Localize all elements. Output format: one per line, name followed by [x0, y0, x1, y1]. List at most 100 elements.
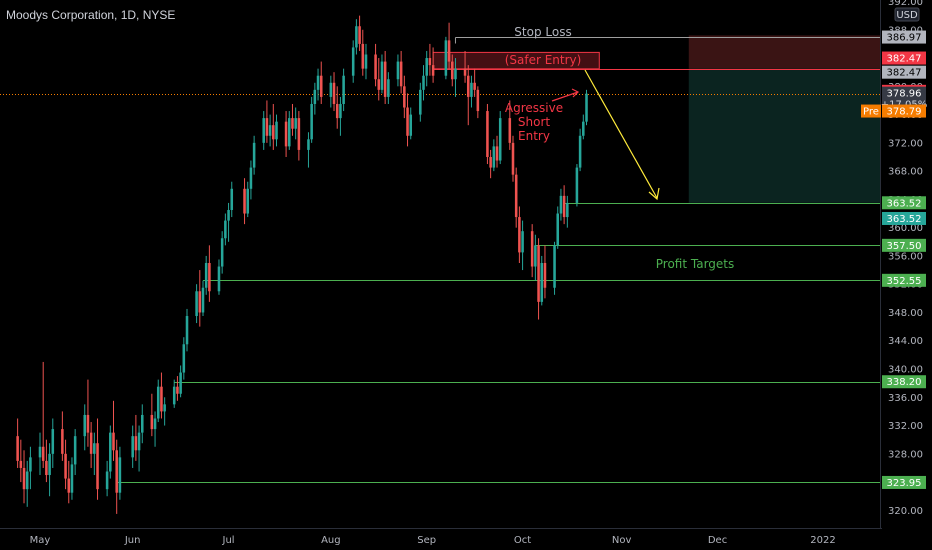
- candle-body: [275, 121, 278, 140]
- candle-body: [230, 188, 234, 210]
- y-tick-label: 336.00: [888, 393, 923, 404]
- candle-body: [291, 118, 294, 129]
- y-tick-label: 344.00: [888, 336, 923, 347]
- candle-body: [134, 436, 138, 451]
- price-tag-label: 363.52: [887, 198, 922, 209]
- candle-body: [96, 443, 99, 490]
- candle-body: [41, 446, 45, 461]
- currency-badge-label: USD: [896, 10, 918, 21]
- candle-body: [335, 103, 339, 119]
- candle-body: [109, 432, 112, 472]
- candle-body: [217, 266, 221, 292]
- y-tick-label: 372.00: [888, 138, 923, 149]
- x-tick-label: Jul: [222, 535, 235, 546]
- candle-body: [553, 245, 556, 288]
- price-tag: [882, 238, 926, 252]
- candle-body: [399, 61, 403, 87]
- candle-body: [268, 125, 272, 136]
- candle-body: [518, 217, 521, 253]
- candle-body: [294, 118, 297, 129]
- candle-body: [380, 61, 384, 90]
- candle-body: [575, 167, 579, 203]
- candle-body: [409, 114, 413, 136]
- candle-body: [473, 82, 476, 90]
- candle-body: [403, 86, 406, 108]
- candle-body: [537, 245, 540, 302]
- currency-badge: [894, 7, 920, 22]
- candle-body: [288, 118, 291, 147]
- price-tag-label: 352.55: [887, 276, 922, 287]
- candle-body: [220, 238, 224, 267]
- candle-body: [208, 263, 211, 292]
- candle-body: [387, 79, 390, 97]
- x-tick-label: Oct: [514, 535, 531, 546]
- candle-body: [185, 316, 189, 345]
- candle-body: [64, 453, 67, 479]
- aggressive-entry-arrow: [551, 88, 580, 102]
- candle-body: [29, 457, 32, 472]
- price-tag-label: 323.95: [887, 478, 922, 489]
- candle-body: [179, 372, 182, 394]
- candle-body: [396, 61, 400, 80]
- candle-body: [444, 40, 448, 76]
- candle-body: [431, 65, 435, 76]
- candle-body: [227, 209, 230, 221]
- candle-body: [70, 464, 74, 493]
- candle-body: [272, 125, 275, 140]
- candle-body: [543, 263, 547, 288]
- candle-body: [358, 26, 361, 44]
- candle-body: [454, 68, 457, 80]
- candle-body: [463, 68, 467, 76]
- x-tick-label: 2022: [810, 535, 835, 546]
- price-tag: [882, 475, 926, 489]
- candle-body: [284, 121, 288, 147]
- safer-entry-label: (Safer Entry): [505, 53, 582, 67]
- price-tag-label: 338.20: [887, 377, 922, 388]
- y-tick-label: 368.00: [888, 167, 923, 178]
- premarket-badge: [861, 104, 881, 118]
- zones-layer: [432, 35, 880, 203]
- candle-body: [182, 344, 186, 373]
- x-tick-label: May: [30, 535, 51, 546]
- candle-body: [310, 103, 313, 140]
- candle-body: [447, 40, 451, 62]
- candle-body: [45, 460, 48, 476]
- candle-body: [498, 118, 502, 161]
- candle-body: [530, 231, 534, 267]
- candle-body: [195, 291, 198, 317]
- candle-body: [489, 156, 492, 168]
- candle-body: [176, 386, 179, 394]
- candle-body: [156, 386, 160, 419]
- last-price-label: 378.96: [887, 89, 922, 100]
- candle-body: [585, 93, 588, 122]
- candle-body: [115, 450, 118, 493]
- price-tag: [882, 375, 926, 389]
- y-tick-label: 320.00: [888, 506, 923, 517]
- candle-body: [265, 118, 269, 136]
- x-tick-label: Sep: [417, 535, 436, 546]
- price-tag-label: 382.47: [887, 54, 922, 65]
- candle-body: [307, 139, 310, 150]
- candle-body: [351, 47, 355, 76]
- chart-title: Moodys Corporation, 1D, NYSE: [6, 8, 176, 22]
- candle-body: [566, 202, 569, 218]
- candle-body: [406, 107, 409, 136]
- candle-body: [112, 432, 115, 451]
- candle-body: [339, 103, 342, 119]
- y-tick-label: 348.00: [888, 308, 923, 319]
- candle-body: [450, 61, 454, 80]
- premarket-badge-label: Pre: [863, 107, 879, 118]
- y-tick-label: 340.00: [888, 365, 923, 376]
- candle-body: [48, 453, 51, 476]
- candle-body: [342, 75, 345, 104]
- candle-body: [61, 429, 64, 454]
- candle-body: [316, 75, 320, 90]
- candle-body: [204, 263, 208, 288]
- candle-body: [355, 26, 358, 48]
- candles-layer: [16, 15, 588, 514]
- candle-body: [38, 446, 42, 458]
- candle-body: [486, 111, 489, 157]
- candle-body: [249, 167, 253, 189]
